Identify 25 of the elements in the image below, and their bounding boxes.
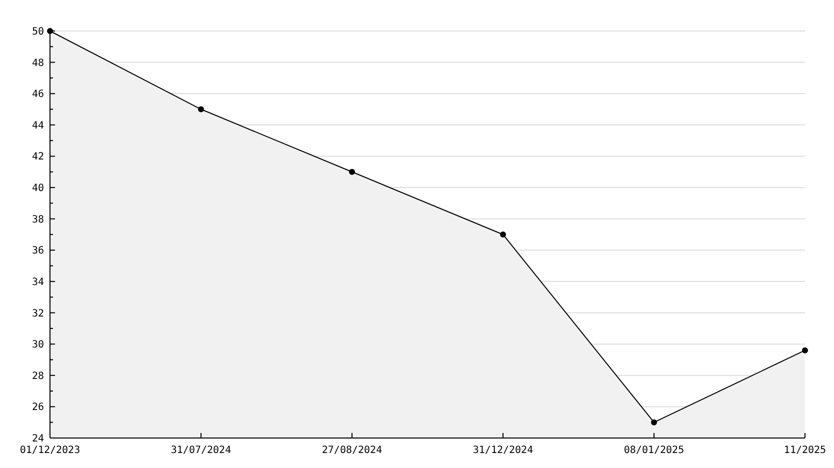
y-tick-label: 34 bbox=[32, 276, 44, 288]
point bbox=[651, 419, 657, 426]
point bbox=[500, 232, 506, 238]
y-tick-label: 32 bbox=[32, 308, 44, 320]
y-tick-label: 46 bbox=[32, 89, 44, 100]
y-tick-label: 38 bbox=[32, 214, 44, 226]
x-tick-label: 01/12/2023 bbox=[20, 445, 80, 456]
y-tick-label: 28 bbox=[32, 370, 44, 382]
y-tick-label: 26 bbox=[32, 402, 44, 414]
x-tick-label: 27/08/2024 bbox=[322, 445, 382, 456]
point bbox=[802, 347, 808, 354]
y-tick-label: 36 bbox=[32, 246, 44, 257]
y-tick-label: 50 bbox=[32, 26, 44, 38]
x-tick-label: 31/12/2024 bbox=[472, 445, 534, 456]
y-tick-label: 44 bbox=[32, 120, 44, 132]
x-tick-label: 31/07/2024 bbox=[170, 445, 232, 456]
y-tick-label: 30 bbox=[32, 340, 44, 351]
point bbox=[349, 168, 355, 175]
y-tick-label: 42 bbox=[32, 152, 44, 163]
point bbox=[198, 106, 204, 112]
y-tick-label: 24 bbox=[32, 434, 44, 444]
x-tick-label: 11/2025 bbox=[784, 445, 826, 456]
y-tick-label: 40 bbox=[32, 183, 44, 194]
y-tick-label: 48 bbox=[32, 58, 44, 69]
x-tick-label: 08/01/2025 bbox=[624, 445, 684, 456]
